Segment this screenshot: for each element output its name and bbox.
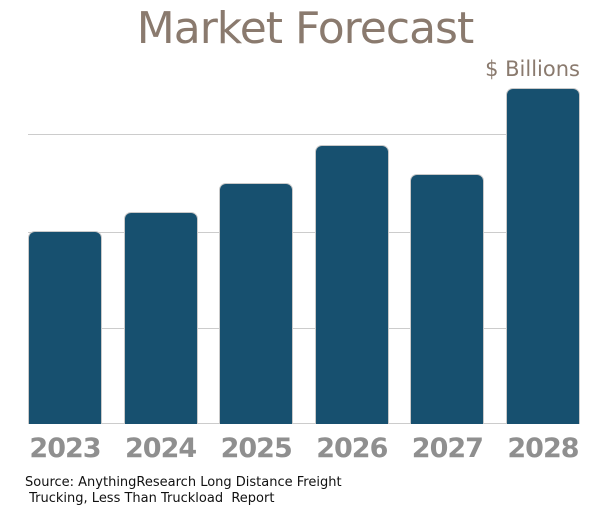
source-note: Source: AnythingResearch Long Distance F…: [25, 475, 342, 506]
bar-2026: [314, 145, 389, 424]
x-axis-label-2025: 2025: [220, 433, 293, 464]
x-axis-label-2023: 2023: [29, 433, 101, 464]
gridline: [28, 232, 580, 233]
plot-area: [28, 80, 580, 424]
source-line-1: Source: AnythingResearch Long Distance F…: [25, 475, 342, 490]
y-axis-unit-label: $ Billions: [485, 57, 580, 81]
bars-row: [28, 80, 580, 424]
source-line-2: Trucking, Less Than Truckload Report: [25, 490, 275, 506]
x-axis-baseline: [28, 423, 580, 424]
x-axis-label-2026: 2026: [316, 433, 388, 464]
bar-2028: [505, 88, 580, 424]
gridline: [28, 328, 580, 329]
bar-2025: [219, 183, 294, 424]
bar-2024: [123, 212, 198, 424]
bar-2027: [410, 174, 485, 424]
x-axis-label-2027: 2027: [411, 433, 484, 464]
x-axis-label-2028: 2028: [507, 433, 579, 464]
bar-2023: [28, 231, 102, 424]
x-axis-labels: 2023 2024 2025 2026 2027 2028: [28, 433, 580, 464]
x-axis-label-2024: 2024: [125, 433, 197, 464]
gridline: [28, 134, 580, 135]
chart-title: Market Forecast: [136, 3, 474, 54]
